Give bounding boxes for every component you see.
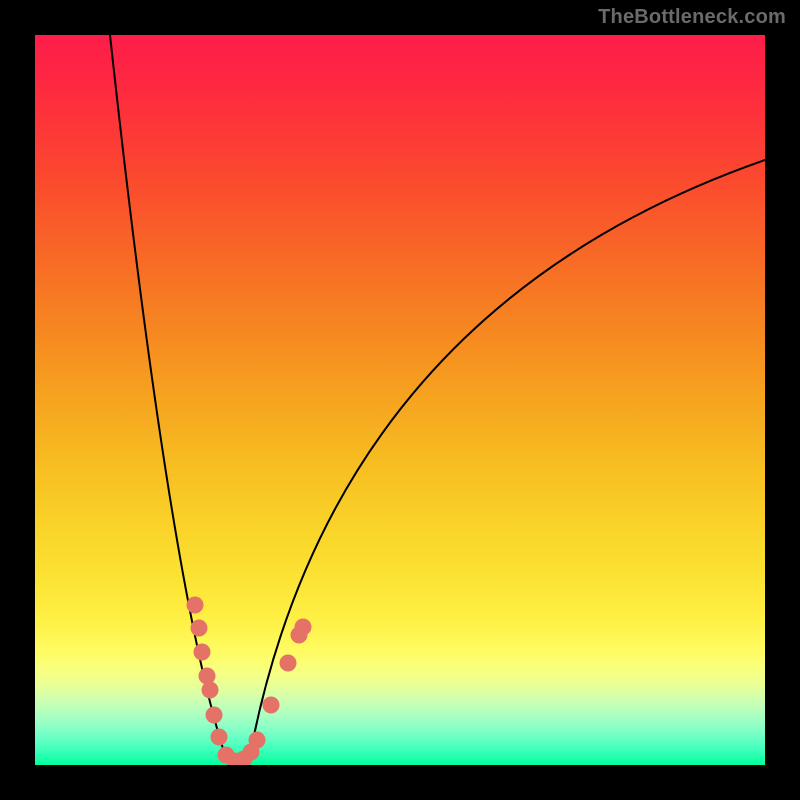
plot-area — [35, 35, 765, 765]
data-marker — [263, 697, 280, 714]
data-marker — [249, 732, 266, 749]
figure-root: TheBottleneck.com — [0, 0, 800, 800]
data-marker — [202, 682, 219, 699]
gradient-background — [35, 35, 765, 765]
data-marker — [191, 620, 208, 637]
data-marker — [194, 644, 211, 661]
watermark-text: TheBottleneck.com — [598, 6, 786, 29]
data-marker — [206, 707, 223, 724]
data-marker — [280, 655, 297, 672]
data-marker — [199, 668, 216, 685]
data-marker — [211, 729, 228, 746]
bottleneck-chart — [35, 35, 765, 765]
data-marker — [295, 619, 312, 636]
data-marker — [187, 597, 204, 614]
